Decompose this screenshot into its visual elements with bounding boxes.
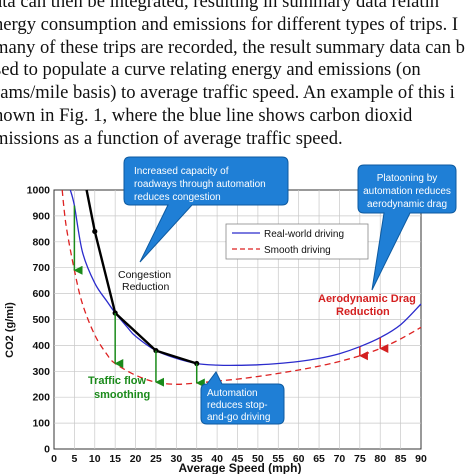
x-tick-label: 50 [252,453,264,465]
x-tick-label: 35 [191,453,203,465]
y-tick-label: 100 [32,418,50,430]
paragraph-line: missions as a function of average traffi… [0,127,343,149]
congestion-label-1: Congestion [118,269,171,281]
paragraph-line: nergy consumption and emissions for diff… [0,13,459,35]
axis-ticks: 0 5 10 15 20 25 30 35 40 45 50 55 60 65 70 75 80 85 900100… [27,185,427,466]
x-tick-label: 80 [374,453,386,465]
callout-stop-and-go-line-1: Automation [207,388,258,399]
x-tick-label: 0 [51,453,57,465]
y-tick-label: 500 [32,314,50,326]
y-tick-label: 300 [32,366,50,378]
callout-stop-and-go-line-2: reduces stop- [207,400,268,411]
x-tick-label: 30 [170,453,182,465]
paragraph-line: hown in Fig. 1, where the blue line show… [0,104,413,126]
legend-box [225,223,369,260]
x-tick-label: 60 [293,453,305,465]
callout-platooning-bubble [357,164,457,291]
x-tick-label: 85 [395,453,407,465]
legend: Real-world driving Smooth driving [225,223,369,260]
paragraph-line: many of these trips are recorded, the re… [0,36,465,58]
congestion-label-2: Reduction [122,281,169,293]
x-tick-label: 40 [211,453,223,465]
paragraph-line: sed to populate a curve relating energy … [0,59,421,81]
callout-platooning-line-1: Platooning by [377,173,438,184]
y-tick-label: 900 [32,210,50,222]
callout-platooning-line-2: automation reduces [363,186,451,197]
callout-capacity-line-3: reduces congestion [134,192,221,203]
series-line-real-world [69,189,422,367]
smoothing-label-2: smoothing [94,389,150,401]
x-tick-label: 5 [71,453,77,465]
legend-label-smooth: Smooth driving [264,245,331,256]
y-tick-label: 400 [32,340,50,352]
x-tick-label: 55 [272,453,284,465]
callout-stop-and-go-bubble [200,371,285,425]
smoothing-label-1: Traffic flow [88,375,147,387]
callout-capacity-line-1: Increased capacity of [134,166,229,177]
y-tick-label: 1000 [27,185,51,197]
x-tick-label: 75 [354,453,366,465]
paper-paragraph: ata can then be integrated, resulting in… [0,0,474,151]
y-tick-label: 0 [44,444,50,456]
callout-platooning: Platooning by automation reduces aerodyn… [357,164,457,291]
callout-capacity-bubble [123,156,289,263]
series-line-smooth-driving [61,189,422,385]
x-tick-label: 45 [232,453,244,465]
callout-capacity-line-2: roadways through automation [134,179,266,190]
callout-stop-and-go-line-3: and-go driving [207,412,270,423]
x-tick-label: 65 [313,453,325,465]
x-tick-label: 10 [89,453,101,465]
callout-stop-and-go: Automation reduces stop- and-go driving [200,371,285,425]
paragraph-line: ata can then be integrated, resulting in… [0,0,440,12]
callout-capacity: Increased capacity of roadways through a… [123,156,289,263]
x-tick-label: 90 [415,453,427,465]
y-axis-label: CO2 (g/mi) [4,302,16,358]
legend-label-real-world: Real-world driving [264,229,344,240]
arrow-layer [73,205,389,388]
aero-label-2: Reduction [336,306,390,318]
x-tick-label: 15 [109,453,121,465]
y-tick-label: 700 [32,262,50,274]
x-axis-label: Average Speed (mph) [179,461,302,474]
congestion-point [92,228,98,235]
callout-platooning-line-3: aerodynamic drag [367,199,447,210]
x-tick-label: 70 [334,453,346,465]
y-tick-label: 200 [32,392,50,404]
x-tick-label: 25 [150,453,162,465]
aero-label-1: Aerodynamic Drag [318,293,416,305]
paragraph-line: rams/mile basis) to average traffic spee… [0,82,455,104]
x-tick-label: 20 [130,453,142,465]
y-tick-label: 800 [32,236,50,248]
y-tick-label: 600 [32,288,50,300]
